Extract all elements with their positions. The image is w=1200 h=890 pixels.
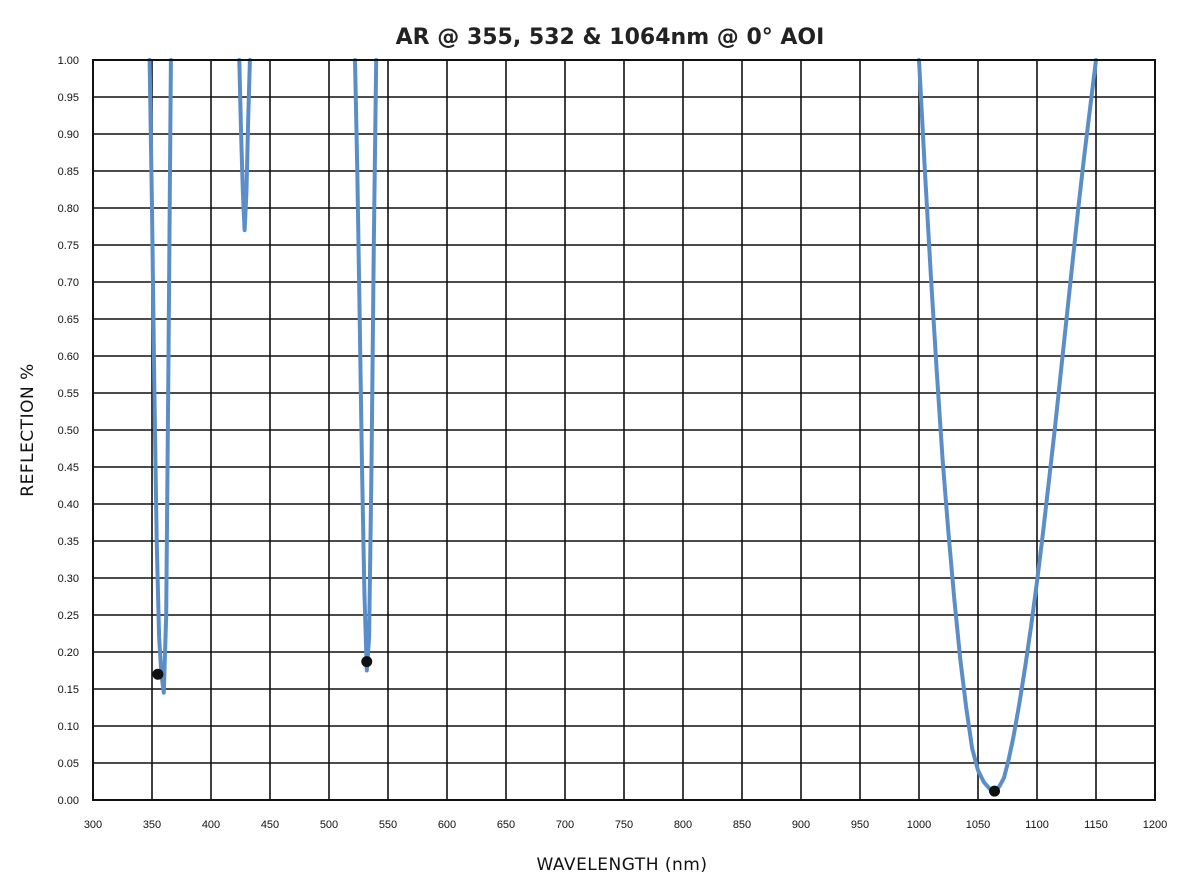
y-tick-label: 0.05 xyxy=(58,758,79,770)
reflection-curve-segment xyxy=(147,58,173,695)
x-tick-label: 750 xyxy=(615,819,633,831)
x-tick-label: 900 xyxy=(792,819,810,831)
x-tick-label: 650 xyxy=(497,819,515,831)
y-tick-label: 0.70 xyxy=(58,277,79,289)
reflection-curve-segment xyxy=(917,58,1098,794)
x-tick-label: 1000 xyxy=(907,819,931,831)
x-tick-label: 1050 xyxy=(966,819,990,831)
y-tick-label: 0.40 xyxy=(58,499,79,511)
x-axis-label: WAVELENGTH (nm) xyxy=(537,855,708,875)
x-tick-label: 600 xyxy=(438,819,456,831)
grid xyxy=(92,59,1156,801)
y-tick-label: 0.35 xyxy=(58,536,79,548)
x-tick-label: 300 xyxy=(84,819,102,831)
x-axis-ticks: 300 350 400 450 500 550 600 650 700 750 800 850 900 9… xyxy=(84,819,1167,831)
y-tick-label: 0.90 xyxy=(58,129,79,141)
design-point-marker xyxy=(152,668,164,680)
y-tick-label: 0.55 xyxy=(58,388,79,400)
y-tick-label: 0.50 xyxy=(58,425,79,437)
x-tick-label: 550 xyxy=(379,819,397,831)
x-tick-label: 1100 xyxy=(1025,819,1049,831)
y-tick-label: 0.85 xyxy=(58,166,79,178)
y-tick-label: 0.75 xyxy=(58,240,79,252)
x-tick-label: 850 xyxy=(733,819,751,831)
x-tick-label: 450 xyxy=(261,819,279,831)
y-tick-label: 0.95 xyxy=(58,92,79,104)
y-tick-label: 0.15 xyxy=(58,684,79,696)
x-tick-label: 950 xyxy=(851,819,869,831)
y-axis-label: REFLECTION % xyxy=(18,363,38,496)
y-tick-label: 0.60 xyxy=(58,351,79,363)
design-point-marker xyxy=(989,785,1001,797)
x-tick-label: 800 xyxy=(674,819,692,831)
y-tick-label: 0.20 xyxy=(58,647,79,659)
y-axis-ticks: 0.00 0.05 0.10 0.15 0.20 0.25 0.30 0.35 0.40 0.45… xyxy=(58,55,79,807)
chart-title: AR @ 355, 532 & 1064nm @ 0° AOI xyxy=(396,25,825,50)
y-tick-label: 0.80 xyxy=(58,203,79,215)
x-tick-label: 350 xyxy=(143,819,161,831)
x-tick-label: 500 xyxy=(320,819,338,831)
x-tick-label: 1150 xyxy=(1084,819,1108,831)
y-tick-label: 0.25 xyxy=(58,610,79,622)
x-tick-label: 400 xyxy=(202,819,220,831)
design-point-marker xyxy=(361,656,373,668)
y-tick-label: 1.00 xyxy=(58,55,79,67)
y-tick-label: 0.30 xyxy=(58,573,79,585)
design-point-markers xyxy=(152,656,1001,797)
x-tick-label: 1200 xyxy=(1143,819,1167,831)
y-tick-label: 0.10 xyxy=(58,721,79,733)
x-tick-label: 700 xyxy=(556,819,574,831)
y-tick-label: 0.00 xyxy=(58,795,79,807)
reflection-curve-segment xyxy=(237,58,252,233)
reflection-curve xyxy=(147,58,1098,794)
reflection-curve-segment xyxy=(353,58,379,673)
plot-frame xyxy=(92,59,1156,801)
y-tick-label: 0.45 xyxy=(58,462,79,474)
y-tick-label: 0.65 xyxy=(58,314,79,326)
